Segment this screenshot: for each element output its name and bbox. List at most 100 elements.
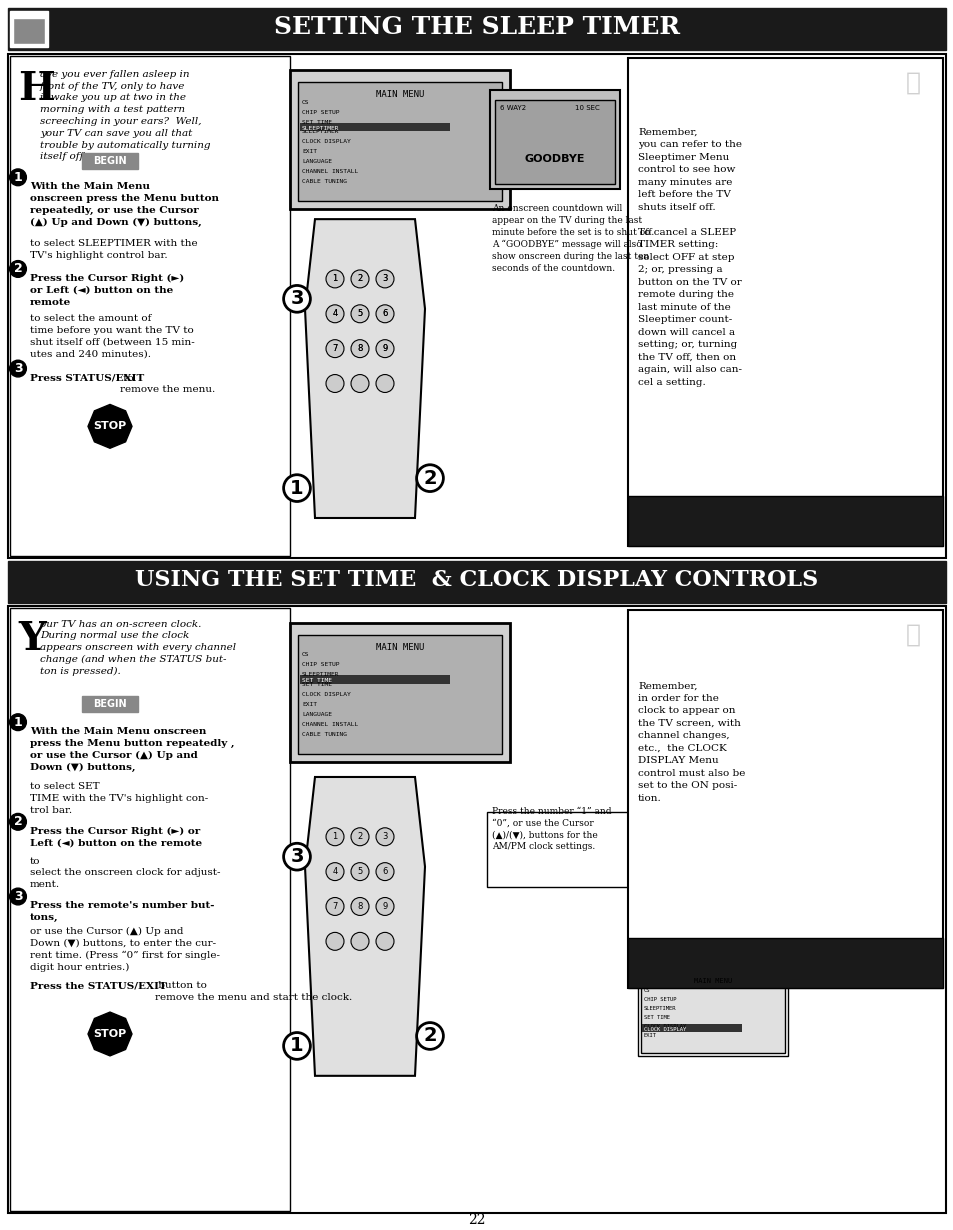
Text: BEGIN: BEGIN [93,156,127,166]
Text: Press STATUS/EXIT: Press STATUS/EXIT [30,374,144,383]
Text: 5: 5 [357,867,362,876]
Bar [297,81,501,202]
Bar [8,605,945,1213]
Circle shape [892,615,932,654]
Text: our TV has an on-screen clock.
During normal use the clock
appears onscreen with: our TV has an on-screen clock. During no… [40,620,236,676]
Text: USING THE SET TIME  & CLOCK DISPLAY CONTROLS: USING THE SET TIME & CLOCK DISPLAY CONTR… [135,568,818,590]
Bar [8,561,945,603]
Bar [299,123,450,132]
Text: EXIT: EXIT [643,1033,657,1038]
Text: Remember,
in order for the
clock to appear on
the TV screen, with
channel change: Remember, in order for the clock to appe… [638,681,744,803]
Text: 2: 2 [357,274,362,283]
Circle shape [375,269,394,288]
Text: to select SET
TIME with the TV's highlight con-
trol bar.: to select SET TIME with the TV's highlig… [30,782,208,814]
Text: 1: 1 [332,274,337,283]
Bar [8,54,945,558]
Circle shape [375,828,394,846]
Text: SET TIME: SET TIME [643,1015,669,1020]
Text: 2: 2 [423,1027,436,1046]
Bar [8,7,945,49]
Circle shape [351,898,369,915]
Text: CLOCK DISPLAY: CLOCK DISPLAY [643,1025,685,1030]
Circle shape [351,339,369,358]
Text: 1: 1 [13,716,22,728]
Text: 4: 4 [332,309,337,319]
Text: 4: 4 [332,867,337,876]
Text: 3: 3 [382,833,387,841]
Text: CHIP SETUP: CHIP SETUP [643,998,676,1002]
Text: CS: CS [643,988,650,993]
Text: SET TIME: SET TIME [302,679,332,684]
Circle shape [351,269,369,288]
Bar [82,696,138,712]
Text: to
select the onscreen clock for adjust-
ment.: to select the onscreen clock for adjust-… [30,856,220,889]
Bar [13,18,45,44]
Text: 2: 2 [13,262,22,276]
Text: CS: CS [302,100,309,105]
Circle shape [375,898,394,915]
Polygon shape [305,219,424,518]
Text: 3: 3 [382,274,387,283]
Text: SET TIME: SET TIME [302,119,332,124]
Bar [627,610,942,988]
Text: 9: 9 [382,344,387,353]
Text: BEGIN: BEGIN [93,700,127,710]
Text: 6: 6 [382,309,387,319]
Text: button to
remove the menu and start the clock.: button to remove the menu and start the … [154,982,352,1002]
Text: SMART: SMART [638,73,712,91]
Text: 6: 6 [382,309,387,319]
Text: Press the STATUS/EXIT: Press the STATUS/EXIT [30,982,167,990]
Text: HELP: HELP [638,645,695,663]
Text: 7: 7 [332,902,337,911]
Text: 3: 3 [382,274,387,283]
Text: 1: 1 [13,171,22,183]
Bar [638,967,787,1055]
Bar [82,154,138,170]
Bar [10,608,290,1212]
Text: SET TIME: SET TIME [302,683,332,688]
Circle shape [326,828,344,846]
Text: Y: Y [18,620,46,658]
Text: 1: 1 [332,833,337,841]
Text: 5: 5 [357,309,362,319]
Text: STOP: STOP [93,1030,127,1039]
Text: 8: 8 [357,344,362,353]
Text: 10 SEC: 10 SEC [575,105,599,111]
Text: 4: 4 [332,309,337,319]
Text: 5: 5 [357,309,362,319]
Text: to select SLEEPTIMER with the
TV's highlight control bar.: to select SLEEPTIMER with the TV's highl… [30,239,197,260]
Circle shape [326,339,344,358]
Text: MAIN MENU: MAIN MENU [375,90,424,98]
Text: SLEEPTIMER: SLEEPTIMER [643,1006,676,1011]
Circle shape [326,375,344,392]
Text: CS: CS [302,652,309,658]
Bar [10,11,48,47]
Text: 1: 1 [332,274,337,283]
Text: 6: 6 [382,867,387,876]
Text: CHIP SETUP: CHIP SETUP [302,663,339,668]
Text: CLOCK DISPLAY: CLOCK DISPLAY [302,139,351,144]
Text: MAIN MENU: MAIN MENU [375,642,424,652]
Bar [297,635,501,754]
Text: ave you ever fallen asleep in
front of the TV, only to have
it wake you up at tw: ave you ever fallen asleep in front of t… [40,70,211,161]
Text: 7: 7 [332,344,337,353]
Text: SLEEPTIMER: SLEEPTIMER [302,125,339,130]
Text: CABLE TUNING: CABLE TUNING [302,732,347,737]
Bar [10,55,290,556]
Text: Press the Cursor Right (►) or
Left (◄) button on the remote: Press the Cursor Right (►) or Left (◄) b… [30,827,202,847]
Text: 9: 9 [382,344,387,353]
Bar [490,90,619,189]
Bar [627,938,942,988]
Text: SMART: SMART [638,625,712,642]
Text: Press the number “1” and
“0”, or use the Cursor
(▲)/(▼), buttons for the
AM/PM c: Press the number “1” and “0”, or use the… [492,807,611,851]
Text: CHIP SETUP: CHIP SETUP [302,109,339,114]
Circle shape [351,305,369,322]
Text: With the Main Menu
onscreen press the Menu button
repeatedly, or use the Cursor
: With the Main Menu onscreen press the Me… [30,182,219,226]
Text: 💡: 💡 [904,622,920,647]
Circle shape [375,862,394,881]
Circle shape [375,339,394,358]
Text: 2: 2 [357,274,362,283]
Text: CLOCK DISPLAY: CLOCK DISPLAY [302,692,351,697]
Text: With the Main Menu onscreen
press the Menu button repeatedly ,
or use the Cursor: With the Main Menu onscreen press the Me… [30,727,234,772]
Text: MAIN MENU: MAIN MENU [693,978,731,984]
